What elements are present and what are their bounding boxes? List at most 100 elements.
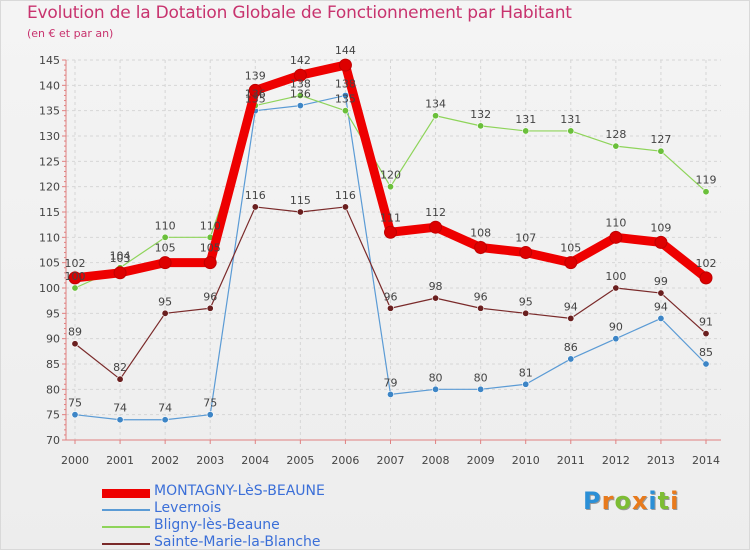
data-point-levernois bbox=[116, 416, 124, 424]
data-label-sainte-marie-la-blanche: 100 bbox=[605, 270, 626, 283]
data-label-montagny-les-beaune: 105 bbox=[155, 242, 176, 255]
data-label-sainte-marie-la-blanche: 96 bbox=[203, 290, 217, 303]
data-label-levernois: 75 bbox=[203, 397, 217, 410]
data-label-levernois: 79 bbox=[384, 376, 398, 389]
data-label-montagny-les-beaune: 111 bbox=[380, 211, 401, 224]
legend-swatch bbox=[102, 488, 150, 498]
data-point-levernois bbox=[386, 390, 394, 398]
logo-letter: r bbox=[601, 487, 615, 515]
data-point-bligny-les-beaune bbox=[161, 233, 169, 241]
chart-subtitle: (en € et par an) bbox=[27, 27, 114, 40]
data-label-levernois: 138 bbox=[335, 77, 356, 90]
data-label-montagny-les-beaune: 105 bbox=[560, 242, 581, 255]
data-point-sainte-marie-la-blanche bbox=[477, 304, 485, 312]
data-label-sainte-marie-la-blanche: 95 bbox=[158, 295, 172, 308]
data-point-bligny-les-beaune bbox=[477, 122, 485, 130]
data-point-sainte-marie-la-blanche bbox=[116, 375, 124, 383]
data-label-montagny-les-beaune: 102 bbox=[65, 257, 86, 270]
y-tick-label: 70 bbox=[46, 434, 60, 447]
data-point-montagny-les-beaune bbox=[248, 83, 262, 97]
data-label-bligny-les-beaune: 131 bbox=[515, 113, 536, 126]
data-point-montagny-les-beaune bbox=[654, 235, 668, 249]
legend-swatch bbox=[102, 509, 150, 511]
data-label-montagny-les-beaune: 110 bbox=[605, 216, 626, 229]
legend-label: Sainte-Marie-la-Blanche bbox=[154, 534, 321, 550]
data-point-bligny-les-beaune bbox=[612, 142, 620, 150]
data-point-levernois bbox=[296, 102, 304, 110]
data-label-bligny-les-beaune: 131 bbox=[560, 113, 581, 126]
data-label-sainte-marie-la-blanche: 82 bbox=[113, 361, 127, 374]
y-tick-label: 85 bbox=[46, 358, 60, 371]
logo-letter: P bbox=[583, 487, 602, 515]
data-label-bligny-les-beaune: 104 bbox=[110, 250, 131, 263]
x-tick-label: 2002 bbox=[151, 454, 179, 467]
data-label-sainte-marie-la-blanche: 96 bbox=[474, 290, 488, 303]
x-tick-label: 2010 bbox=[512, 454, 540, 467]
x-tick-label: 2006 bbox=[331, 454, 359, 467]
data-point-sainte-marie-la-blanche bbox=[71, 340, 79, 348]
data-label-bligny-les-beaune: 134 bbox=[425, 98, 446, 111]
y-tick-label: 100 bbox=[39, 282, 60, 295]
data-point-bligny-les-beaune bbox=[567, 127, 575, 135]
data-point-levernois bbox=[432, 385, 440, 393]
data-point-bligny-les-beaune bbox=[522, 127, 530, 135]
data-label-montagny-les-beaune: 107 bbox=[515, 232, 536, 245]
data-label-sainte-marie-la-blanche: 95 bbox=[519, 295, 533, 308]
legend-label: Bligny-lès-Beaune bbox=[154, 517, 280, 533]
data-label-montagny-les-beaune: 139 bbox=[245, 69, 266, 82]
y-tick-label: 130 bbox=[39, 130, 60, 143]
data-point-sainte-marie-la-blanche bbox=[657, 289, 665, 297]
data-label-sainte-marie-la-blanche: 99 bbox=[654, 275, 668, 288]
data-label-bligny-les-beaune: 120 bbox=[380, 169, 401, 182]
data-point-levernois bbox=[161, 416, 169, 424]
data-point-bligny-les-beaune bbox=[341, 107, 349, 115]
data-label-bligny-les-beaune: 132 bbox=[470, 108, 491, 121]
data-point-bligny-les-beaune bbox=[296, 91, 304, 99]
y-tick-label: 140 bbox=[39, 79, 60, 92]
data-point-levernois bbox=[477, 385, 485, 393]
data-point-montagny-les-beaune bbox=[519, 246, 533, 260]
logo-letter: i bbox=[670, 487, 680, 515]
data-label-bligny-les-beaune: 136 bbox=[245, 88, 266, 101]
y-tick-label: 80 bbox=[46, 383, 60, 396]
data-label-levernois: 81 bbox=[519, 366, 533, 379]
data-point-sainte-marie-la-blanche bbox=[206, 304, 214, 312]
y-tick-label: 125 bbox=[39, 155, 60, 168]
data-label-levernois: 85 bbox=[699, 346, 713, 359]
data-label-montagny-les-beaune: 105 bbox=[200, 242, 221, 255]
x-tick-label: 2004 bbox=[241, 454, 269, 467]
data-point-montagny-les-beaune bbox=[429, 220, 443, 234]
data-point-montagny-les-beaune bbox=[293, 68, 307, 82]
data-label-bligny-les-beaune: 138 bbox=[290, 77, 311, 90]
legend-label: Levernois bbox=[154, 500, 222, 516]
data-label-sainte-marie-la-blanche: 116 bbox=[245, 189, 266, 202]
data-label-montagny-les-beaune: 109 bbox=[650, 221, 671, 234]
data-label-sainte-marie-la-blanche: 116 bbox=[335, 189, 356, 202]
data-label-sainte-marie-la-blanche: 94 bbox=[564, 300, 578, 313]
data-label-montagny-les-beaune: 103 bbox=[110, 252, 131, 265]
x-tick-label: 2007 bbox=[377, 454, 405, 467]
data-point-bligny-les-beaune bbox=[386, 183, 394, 191]
data-label-bligny-les-beaune: 128 bbox=[605, 128, 626, 141]
data-point-levernois bbox=[612, 335, 620, 343]
data-point-sainte-marie-la-blanche bbox=[161, 309, 169, 317]
data-point-levernois bbox=[657, 314, 665, 322]
logo-letter: o bbox=[614, 487, 632, 515]
data-label-levernois: 136 bbox=[290, 88, 311, 101]
data-point-sainte-marie-la-blanche bbox=[296, 208, 304, 216]
y-tick-label: 110 bbox=[39, 231, 60, 244]
y-tick-label: 90 bbox=[46, 333, 60, 346]
x-tick-label: 2001 bbox=[106, 454, 134, 467]
logo-letter: t bbox=[657, 487, 671, 515]
data-point-montagny-les-beaune bbox=[384, 225, 397, 239]
x-tick-label: 2013 bbox=[647, 454, 675, 467]
data-label-montagny-les-beaune: 102 bbox=[696, 257, 717, 270]
data-label-montagny-les-beaune: 112 bbox=[425, 206, 446, 219]
data-point-bligny-les-beaune bbox=[657, 147, 665, 155]
data-point-montagny-les-beaune bbox=[338, 58, 352, 72]
data-point-levernois bbox=[522, 380, 530, 388]
data-point-bligny-les-beaune bbox=[71, 284, 79, 292]
data-label-sainte-marie-la-blanche: 96 bbox=[384, 290, 398, 303]
y-tick-label: 95 bbox=[46, 307, 60, 320]
x-tick-label: 2000 bbox=[61, 454, 89, 467]
